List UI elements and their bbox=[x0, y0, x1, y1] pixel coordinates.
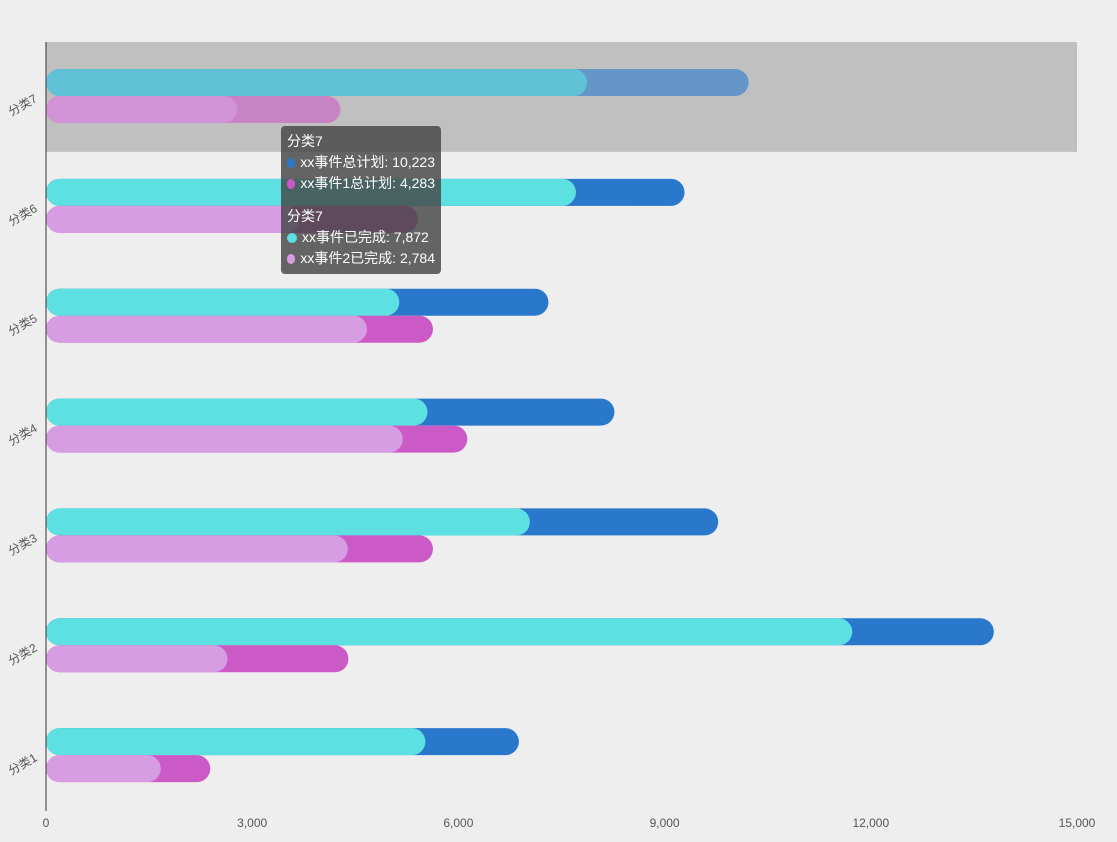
x-tick-label: 15,000 bbox=[1059, 816, 1096, 830]
bar-xx事件2已完成[interactable] bbox=[46, 205, 300, 233]
y-tick-label: 分类2 bbox=[6, 641, 40, 669]
legend-dot-icon bbox=[287, 178, 296, 189]
bar-xx事件已完成[interactable] bbox=[46, 618, 853, 646]
y-tick-label: 分类4 bbox=[6, 421, 40, 449]
x-tick-label: 9,000 bbox=[650, 816, 680, 830]
bar-xx事件2已完成[interactable] bbox=[46, 535, 348, 563]
x-tick-label: 12,000 bbox=[852, 816, 889, 830]
tooltip-row-label: xx事件总计划: 10,223 bbox=[300, 154, 435, 170]
tooltip-title-1: 分类7 bbox=[287, 133, 323, 149]
x-tick-label: 3,000 bbox=[237, 816, 267, 830]
bars-layer bbox=[45, 69, 994, 783]
x-tick-label: 0 bbox=[43, 816, 50, 830]
bar-xx事件2已完成[interactable] bbox=[46, 315, 367, 343]
tooltip-row: xx事件总计划: 10,223 bbox=[287, 152, 435, 173]
y-tick-label: 分类5 bbox=[6, 311, 40, 339]
bar-xx事件2已完成[interactable] bbox=[46, 425, 403, 453]
x-tick-label: 6,000 bbox=[443, 816, 473, 830]
bar-xx事件已完成[interactable] bbox=[46, 398, 428, 426]
bar-xx事件已完成[interactable] bbox=[46, 728, 426, 756]
bar-xx事件已完成[interactable] bbox=[46, 288, 400, 316]
tooltip-row: xx事件1总计划: 4,283 bbox=[287, 173, 435, 194]
tooltip-row: xx事件已完成: 7,872 bbox=[287, 227, 435, 248]
y-tick-label: 分类6 bbox=[6, 201, 40, 229]
y-tick-label: 分类7 bbox=[6, 91, 40, 119]
tooltip-row-label: xx事件已完成: 7,872 bbox=[302, 229, 429, 245]
bar-xx事件2已完成[interactable] bbox=[46, 755, 161, 783]
bar-xx事件2已完成[interactable] bbox=[46, 645, 228, 673]
y-tick-label: 分类1 bbox=[6, 750, 40, 778]
tooltip-row: xx事件2已完成: 2,784 bbox=[287, 248, 435, 269]
tooltip-row-label: xx事件2已完成: 2,784 bbox=[300, 250, 435, 266]
bar-xx事件已完成[interactable] bbox=[45, 508, 530, 536]
legend-dot-icon bbox=[287, 157, 296, 168]
tooltip-title-2: 分类7 bbox=[287, 208, 323, 224]
y-tick-label: 分类3 bbox=[6, 531, 40, 559]
legend-dot-icon bbox=[287, 253, 296, 264]
tooltip-row-label: xx事件1总计划: 4,283 bbox=[300, 175, 435, 191]
bar-xx事件2已完成[interactable] bbox=[46, 96, 238, 123]
tooltip: 分类7 xx事件总计划: 10,223 xx事件1总计划: 4,283 分类7 … bbox=[281, 126, 441, 274]
legend-dot-icon bbox=[287, 232, 297, 243]
bar-xx事件已完成[interactable] bbox=[46, 69, 588, 96]
